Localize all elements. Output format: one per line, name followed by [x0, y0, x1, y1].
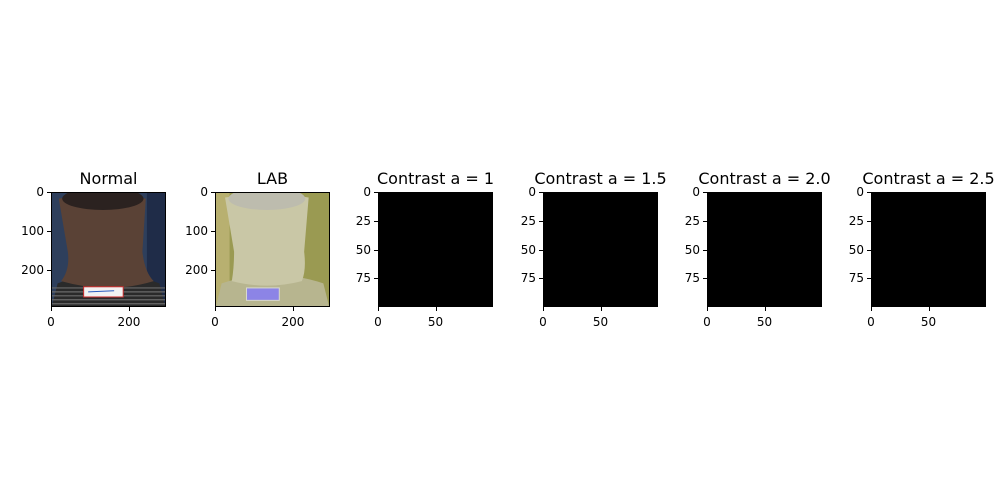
y-tick-mark — [703, 220, 707, 222]
y-tick-mark — [867, 220, 871, 222]
image-axes — [871, 192, 986, 307]
y-tick-mark — [539, 192, 543, 193]
x-tick-label: 0 — [211, 315, 219, 329]
y-tick-label: 0 — [200, 185, 208, 199]
y-tick-mark — [374, 192, 378, 193]
y-tick-label: 25 — [848, 213, 864, 228]
x-tick-label: 0 — [703, 315, 711, 329]
image-axes — [51, 192, 166, 307]
subplot-title: Contrast a = 2.5 — [862, 169, 995, 188]
x-tick-mark — [51, 307, 52, 311]
y-tick-mark — [374, 220, 378, 222]
y-tick-label: 200 — [185, 262, 208, 277]
y-tick-label: 75 — [520, 271, 536, 286]
photo-chair-edge — [146, 193, 165, 306]
y-tick-label: 50 — [520, 242, 536, 257]
y-tick-label: 0 — [36, 185, 44, 199]
x-tick-label: 200 — [281, 315, 305, 329]
x-tick-label: 50 — [920, 315, 937, 329]
y-tick-label: 50 — [355, 242, 371, 257]
x-tick-mark — [435, 307, 437, 311]
y-tick-mark — [539, 220, 543, 222]
y-tick-mark — [211, 192, 215, 193]
subplot-title: Contrast a = 1 — [376, 169, 495, 188]
y-tick-label: 100 — [21, 223, 44, 238]
x-tick-label: 50 — [592, 315, 609, 329]
y-tick-label: 75 — [684, 271, 700, 286]
image-axes — [707, 192, 822, 307]
x-tick-label: 0 — [867, 315, 875, 329]
y-tick-label: 50 — [848, 242, 864, 257]
y-tick-mark — [539, 278, 543, 280]
x-tick-label: 50 — [756, 315, 773, 329]
image-content — [52, 193, 165, 306]
y-tick-mark — [703, 278, 707, 280]
subplot-title: LAB — [256, 169, 289, 188]
image-content — [216, 193, 329, 306]
x-tick-mark — [764, 307, 766, 311]
y-tick-mark — [539, 249, 543, 251]
y-tick-label: 75 — [355, 271, 371, 286]
y-tick-mark — [867, 249, 871, 251]
image-axes — [378, 192, 493, 307]
y-tick-mark — [374, 278, 378, 280]
y-tick-label: 25 — [520, 213, 536, 228]
x-tick-mark — [928, 307, 930, 311]
x-tick-mark — [128, 307, 130, 311]
subplot-title: Contrast a = 2.0 — [698, 169, 831, 188]
image-content — [872, 193, 985, 306]
y-tick-mark — [867, 192, 871, 193]
subplot-title: Contrast a = 1.5 — [534, 169, 667, 188]
photo-tag — [246, 287, 280, 301]
photo-neck — [225, 194, 309, 286]
y-tick-label: 0 — [363, 185, 371, 199]
x-tick-mark — [292, 307, 294, 311]
y-tick-mark — [867, 278, 871, 280]
black-image-fill — [544, 193, 657, 306]
subplot-title: Normal — [79, 169, 138, 188]
y-tick-label: 0 — [528, 185, 536, 199]
y-tick-label: 75 — [848, 271, 864, 286]
photo-neck — [58, 194, 154, 288]
y-tick-label: 0 — [856, 185, 864, 199]
photo-side-left — [216, 193, 230, 306]
x-tick-mark — [871, 307, 872, 311]
image-content — [379, 193, 492, 306]
photo-tag — [83, 286, 124, 298]
image-axes — [543, 192, 658, 307]
y-tick-label: 100 — [185, 223, 208, 238]
photo-hair — [62, 193, 144, 210]
y-tick-mark — [703, 249, 707, 251]
black-image-fill — [872, 193, 985, 306]
x-tick-mark — [707, 307, 708, 311]
y-tick-mark — [47, 230, 51, 232]
x-tick-label: 200 — [117, 315, 141, 329]
y-tick-mark — [211, 269, 215, 271]
x-tick-mark — [378, 307, 379, 311]
image-axes — [215, 192, 330, 307]
x-tick-label: 0 — [539, 315, 547, 329]
y-tick-label: 25 — [684, 213, 700, 228]
x-tick-mark — [543, 307, 544, 311]
photo-hair — [228, 193, 306, 210]
black-image-fill — [379, 193, 492, 306]
image-content — [544, 193, 657, 306]
image-content — [708, 193, 821, 306]
x-tick-label: 0 — [374, 315, 382, 329]
black-image-fill — [708, 193, 821, 306]
x-tick-mark — [600, 307, 602, 311]
y-tick-mark — [47, 269, 51, 271]
x-tick-mark — [215, 307, 216, 311]
photo-tag-writing — [88, 290, 115, 293]
y-tick-label: 25 — [355, 213, 371, 228]
y-tick-label: 50 — [684, 242, 700, 257]
y-tick-mark — [374, 249, 378, 251]
y-tick-mark — [47, 192, 51, 193]
y-tick-label: 200 — [21, 262, 44, 277]
y-tick-label: 0 — [692, 185, 700, 199]
y-tick-mark — [703, 192, 707, 193]
y-tick-mark — [211, 230, 215, 232]
x-tick-label: 0 — [47, 315, 55, 329]
x-tick-label: 50 — [427, 315, 444, 329]
